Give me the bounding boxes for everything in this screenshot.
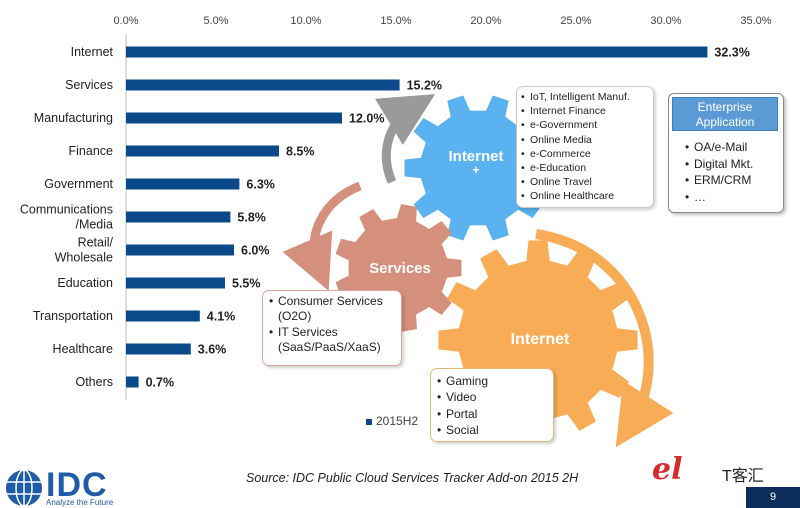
category-label: Manufacturing xyxy=(34,111,113,125)
page-number: 9 xyxy=(746,487,800,508)
data-label: 5.5% xyxy=(232,277,261,291)
enterprise-app-item: ERM/CRM xyxy=(685,172,753,189)
service-type-item: IT Services (SaaS/PaaS/XaaS) xyxy=(269,325,401,356)
arrow-to-services xyxy=(282,181,362,291)
chart-legend: 2015H2 xyxy=(366,414,418,428)
arrows-group xyxy=(282,94,674,448)
data-label: 32.3% xyxy=(714,46,749,60)
internet-plus-industry-item: Online Travel xyxy=(521,175,653,189)
x-tick-label: 5.0% xyxy=(203,15,228,27)
category-label: Education xyxy=(57,276,113,290)
enterprise-app-item: OA/e-Mail xyxy=(685,139,753,156)
category-label: Healthcare xyxy=(53,342,113,356)
internet-plus-gear-icon xyxy=(404,95,552,241)
internet-plus-industry-item: Online Healthcare xyxy=(521,189,653,203)
enterprise-app-item: Digital Mkt. xyxy=(685,156,753,173)
category-label: Communications/Media xyxy=(20,203,113,232)
idc-tagline: Analyze the Future xyxy=(46,498,114,507)
gear-label-internet: Internet xyxy=(510,331,570,348)
bar xyxy=(126,277,225,289)
x-tick-label: 20.0% xyxy=(470,15,501,27)
internet-plus-industry-item: e-Government xyxy=(521,118,653,132)
brand-mark-logo: el xyxy=(652,452,683,487)
internet-category-item: Video xyxy=(437,389,553,406)
category-label: Finance xyxy=(69,144,114,158)
internet-plus-industry-item: Online Media xyxy=(521,133,653,147)
bar xyxy=(126,310,200,322)
brand-name-logo: T客汇 xyxy=(722,468,764,485)
data-label: 0.7% xyxy=(146,376,175,390)
internet-category-item: Social xyxy=(437,422,553,439)
enterprise-application-callout: Enterprise Application OA/e-MailDigital … xyxy=(668,93,784,213)
bar xyxy=(126,343,191,355)
gear-label-services: Services xyxy=(369,260,431,277)
source-note: Source: IDC Public Cloud Services Tracke… xyxy=(246,471,579,485)
bar xyxy=(126,178,240,190)
bar xyxy=(126,46,708,58)
idc-globe-icon xyxy=(6,469,42,507)
bar xyxy=(126,145,279,157)
data-label: 12.0% xyxy=(349,112,384,126)
internet-plus-industry-item: IoT, Intelligent Manuf. xyxy=(521,90,653,104)
internet-plus-industry-item: e-Education xyxy=(521,161,653,175)
gear-label-internet-plus: Internet + xyxy=(448,148,504,177)
services-callout: Consumer Services (O2O)IT Services (SaaS… xyxy=(262,290,402,366)
data-label: 6.0% xyxy=(241,244,270,258)
data-label: 8.5% xyxy=(286,145,315,159)
bar xyxy=(126,211,231,223)
internet-plus-industries-list: IoT, Intelligent Manuf.Internet Financee… xyxy=(521,90,653,204)
services-list: Consumer Services (O2O)IT Services (SaaS… xyxy=(269,294,401,355)
category-label: Retail/Wholesale xyxy=(55,236,114,265)
internet-categories-list: GamingVideoPortalSocial xyxy=(437,373,553,438)
category-label: Government xyxy=(44,177,113,191)
legend-label: 2015H2 xyxy=(376,414,419,428)
internet-plus-industry-item: e-Commerce xyxy=(521,147,653,161)
internet-plus-industry-item: Internet Finance xyxy=(521,104,653,118)
x-tick-label: 15.0% xyxy=(380,15,411,27)
enterprise-app-item: … xyxy=(685,189,753,206)
data-label: 3.6% xyxy=(198,343,227,357)
category-label: Internet xyxy=(71,45,114,59)
enterprise-application-list: OA/e-MailDigital Mkt.ERM/CRM… xyxy=(685,139,753,205)
internet-callout: GamingVideoPortalSocial xyxy=(430,368,554,442)
legend-swatch xyxy=(366,418,372,425)
bar xyxy=(126,376,139,388)
x-tick-label: 35.0% xyxy=(740,15,771,27)
arrow-to-internet xyxy=(535,229,674,448)
category-label: Others xyxy=(75,375,113,389)
internet-category-item: Portal xyxy=(437,406,553,423)
service-type-item: Consumer Services (O2O) xyxy=(269,294,401,325)
x-tick-label: 25.0% xyxy=(560,15,591,27)
x-tick-label: 0.0% xyxy=(113,15,138,27)
bar xyxy=(126,244,234,256)
category-label: Services xyxy=(65,78,113,92)
category-label: Transportation xyxy=(33,309,113,323)
internet-category-item: Gaming xyxy=(437,373,553,390)
arrow-to-internet-plus xyxy=(374,94,436,184)
bar xyxy=(126,79,400,91)
internet-plus-industries-callout: IoT, Intelligent Manuf.Internet Financee… xyxy=(516,86,654,208)
x-tick-label: 30.0% xyxy=(650,15,681,27)
bar xyxy=(126,112,342,124)
x-tick-label: 10.0% xyxy=(290,15,321,27)
data-label: 6.3% xyxy=(246,178,275,192)
data-label: 4.1% xyxy=(207,310,236,324)
data-label: 5.8% xyxy=(237,211,266,225)
enterprise-application-title: Enterprise Application xyxy=(672,97,778,131)
idc-logo-text: IDC xyxy=(46,466,108,504)
data-label: 15.2% xyxy=(407,79,442,93)
bars-group: 0.0% 5.0% 10.0% 15.0% 20.0% 25.0% 30.0% 35.0% In… xyxy=(20,15,772,400)
